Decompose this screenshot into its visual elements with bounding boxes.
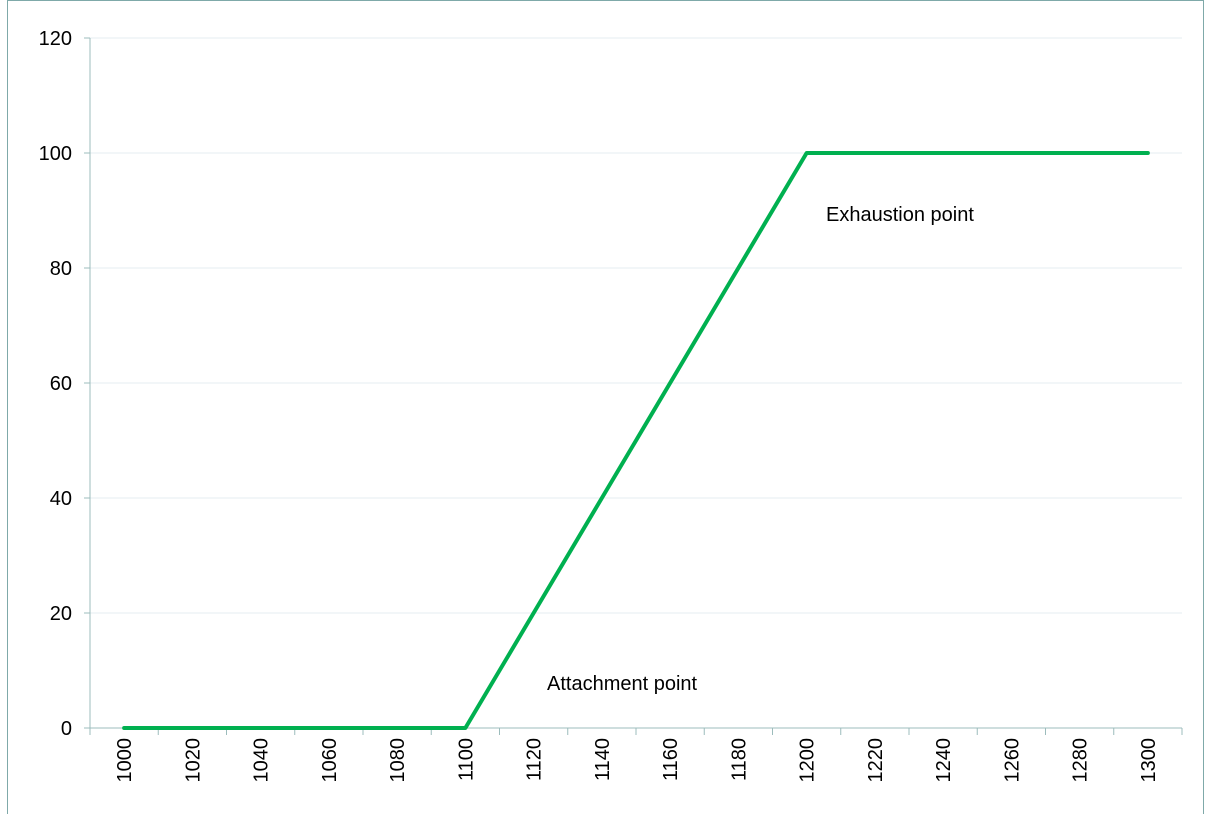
x-tick-label: 1040 <box>251 738 273 783</box>
x-tick-label: 1080 <box>387 738 409 783</box>
y-tick-label: 100 <box>39 143 72 165</box>
x-tick-label: 1060 <box>319 738 341 783</box>
x-tick-label: 1180 <box>728 738 750 781</box>
y-tick-label: 80 <box>50 258 72 280</box>
chart-frame <box>7 0 1204 819</box>
x-tick-label: 1280 <box>1070 738 1092 783</box>
x-tick-label: 1000 <box>114 738 136 783</box>
y-tick-label: 40 <box>50 488 72 510</box>
x-tick-label: 1260 <box>1001 738 1023 783</box>
x-tick-label: 1220 <box>865 738 887 783</box>
annotation: Attachment point <box>547 673 698 695</box>
x-tick-label: 1300 <box>1138 738 1160 783</box>
x-tick-label: 1140 <box>592 738 614 781</box>
y-tick-label: 20 <box>50 603 72 625</box>
annotation: Exhaustion point <box>826 204 974 226</box>
x-tick-label: 1200 <box>797 738 819 783</box>
x-tick-label: 1100 <box>455 738 477 781</box>
y-tick-label: 120 <box>39 28 72 50</box>
x-tick-label: 1160 <box>660 738 682 781</box>
x-tick-label: 1120 <box>524 738 546 781</box>
y-tick-label: 0 <box>61 718 72 740</box>
y-tick-label: 60 <box>50 373 72 395</box>
x-tick-label: 1240 <box>933 738 955 783</box>
x-tick-label: 1020 <box>182 738 204 783</box>
data-line <box>122 151 1150 730</box>
